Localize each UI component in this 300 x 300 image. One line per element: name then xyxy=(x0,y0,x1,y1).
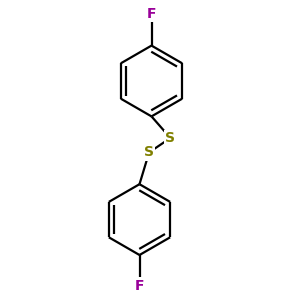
Text: F: F xyxy=(147,7,156,20)
Text: S: S xyxy=(165,131,176,145)
Text: S: S xyxy=(144,146,154,159)
Text: F: F xyxy=(135,279,144,292)
